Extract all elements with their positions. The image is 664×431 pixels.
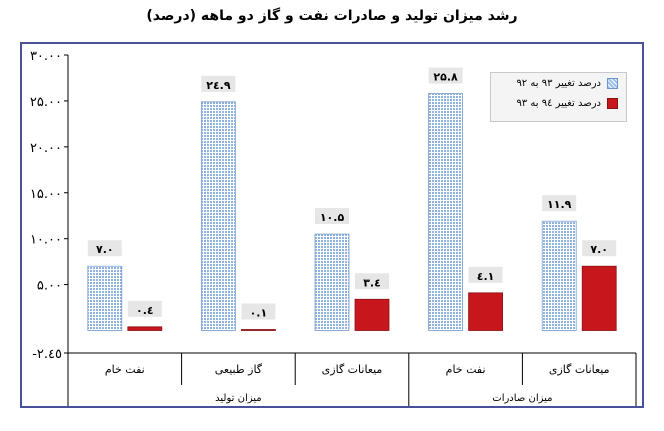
category-label: میعانات گازی [322,363,383,376]
y-tick-label: ٢۵.٠٠ [30,95,62,110]
data-label: ٠.١ [250,307,268,320]
data-label-box [582,240,617,257]
bar-series-1 [541,220,577,331]
bar-series-1 [314,233,350,331]
bar-series-1 [200,101,236,331]
data-label-box [542,195,577,212]
bar-series-1 [87,265,123,331]
data-label-box [87,240,122,257]
data-label: ٠.٤ [136,304,154,317]
data-label-box [201,75,236,92]
data-label-box [241,303,276,320]
y-tick-label: ١٠.٠٠ [30,233,62,248]
data-label-box [127,300,162,317]
legend-swatch-series-2 [607,97,618,109]
y-tick-label: ۵.٠٠ [37,279,62,294]
y-tick-label: ٢٠.٠٠ [30,141,62,156]
bar-series-2 [354,298,390,331]
legend-label-series-2: درصد تغییر ٩٤ به ٩٣ [516,97,601,109]
data-label: ٣.٤ [363,276,381,289]
data-label: ٢٤.٩ [206,79,231,92]
chart-title: رشد میزان تولید و صادرات نفت و گاز دو ما… [146,8,518,24]
y-tick-label: ٣٠.٠٠ [30,49,62,64]
data-label-box [468,266,503,283]
legend-swatch-series-1 [607,77,618,89]
category-label: نفت خام [446,363,486,376]
category-label: گاز طبیعی [215,363,263,376]
category-label: نفت خام [105,363,145,376]
data-label-box [355,273,389,290]
data-label-box [428,67,463,84]
data-label: ٤.١ [477,270,495,283]
bar-series-2 [127,326,163,331]
bar-series-2 [240,329,276,331]
data-label: ٢۵.٨ [433,71,458,84]
legend-item-series-1: درصد تغییر ٩٣ به ٩٢ [491,73,626,93]
data-label: ١٠.۵ [320,211,345,224]
data-label: ٧.٠ [590,243,608,256]
legend-item-series-2: درصد تغییر ٩٤ به ٩٣ [491,93,626,113]
legend-label-series-1: درصد تغییر ٩٣ به ٩٢ [516,77,601,89]
data-label: ١١.٩ [547,198,572,211]
bar-series-1 [428,93,464,331]
data-label: ٧.٠ [96,243,114,256]
bar-series-2 [468,292,504,331]
category-label: میعانات گازی [549,363,610,376]
group-label: میزان صادرات [492,393,552,404]
bar-series-2 [581,265,617,331]
legend: درصد تغییر ٩٣ به ٩٢ درصد تغییر ٩٤ به ٩٣ [490,72,627,122]
data-label-box [315,208,349,225]
group-label: میزان تولید [215,393,261,404]
y-tick-label: -٢.٤٥ [32,347,62,362]
y-tick-label: ١۵.٠٠ [30,187,62,202]
